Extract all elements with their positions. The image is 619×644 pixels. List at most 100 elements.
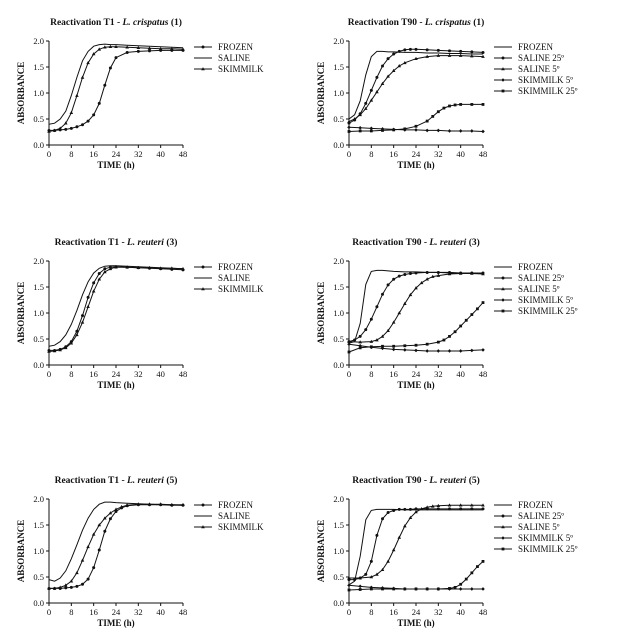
- data-point: [481, 503, 485, 507]
- y-tick-label: 1.5: [33, 520, 44, 530]
- x-tick-label: 32: [134, 607, 143, 617]
- data-point: [125, 45, 129, 49]
- data-point: [381, 344, 384, 348]
- legend-label: SALINE 5º: [518, 522, 560, 532]
- data-point: [436, 48, 440, 52]
- chart-panel-4: Reactivation T90 - L. reuteri (3) 0.0 0.5 1…: [316, 237, 578, 390]
- series-3: [347, 53, 485, 123]
- data-point: [80, 558, 85, 562]
- legend-label: SALINE 5º: [518, 284, 560, 294]
- data-point: [414, 507, 418, 511]
- data-point: [103, 270, 107, 274]
- chart-title-part: Reactivation T1 -: [55, 476, 127, 486]
- data-point: [414, 587, 418, 591]
- y-tick-label: 0.5: [333, 114, 344, 124]
- y-tick-label: 0.0: [33, 598, 44, 608]
- data-point: [125, 265, 129, 269]
- data-point: [86, 295, 90, 299]
- legend-label: SKIMMILK: [218, 522, 264, 532]
- data-point: [458, 271, 463, 275]
- data-point: [391, 68, 396, 72]
- legend-item: FROZEN: [494, 500, 554, 510]
- legend-label: SKIMMILK 25º: [518, 86, 578, 96]
- data-point: [58, 126, 62, 130]
- data-point: [380, 81, 385, 85]
- data-point: [86, 304, 90, 309]
- data-point: [464, 577, 468, 581]
- data-point: [136, 502, 141, 506]
- data-point: [481, 348, 485, 352]
- y-tick-label: 2.0: [33, 36, 44, 46]
- chart-panel-6: Reactivation T90 - L. reuteri (5) 0.0 0.5 1…: [316, 475, 578, 628]
- data-point: [386, 511, 390, 515]
- data-point: [414, 271, 418, 275]
- chart-title-species: L. reuteri: [126, 238, 164, 248]
- x-tick-label: 16: [389, 369, 398, 379]
- data-point: [125, 50, 129, 54]
- y-tick-label: 1.0: [333, 88, 344, 98]
- data-point: [52, 128, 57, 132]
- data-point: [386, 283, 390, 287]
- data-point: [470, 587, 474, 591]
- series-line: [348, 50, 483, 120]
- legend-label: FROZEN: [218, 42, 254, 52]
- series-3: [47, 265, 185, 353]
- chart-title-part: Reactivation T1 -: [55, 238, 127, 248]
- data-point: [170, 46, 174, 51]
- data-point: [347, 339, 351, 343]
- y-tick-label: 2.0: [33, 494, 44, 504]
- legend-item: SALINE: [194, 511, 250, 521]
- legend-label: FROZEN: [218, 262, 254, 272]
- data-point: [91, 52, 96, 56]
- data-point: [369, 575, 374, 579]
- data-point: [381, 129, 384, 132]
- x-tick-label: 32: [434, 607, 443, 617]
- legend-item: SKIMMILK 5º: [494, 75, 573, 85]
- series-1: [348, 508, 483, 586]
- series-line: [349, 508, 483, 581]
- series-2: [48, 501, 184, 582]
- data-point: [358, 112, 362, 117]
- legend-label: SKIMMILK 5º: [518, 75, 573, 85]
- data-point: [436, 273, 441, 277]
- data-point: [369, 88, 373, 92]
- data-point: [470, 54, 474, 58]
- data-point: [397, 64, 402, 68]
- data-point: [436, 53, 441, 57]
- chart-title: Reactivation T1 - L. reuteri (3): [55, 237, 178, 248]
- y-tick-label: 0.5: [33, 334, 44, 344]
- legend-item: SKIMMILK: [194, 284, 264, 294]
- x-tick-label: 8: [369, 607, 373, 617]
- data-point: [75, 570, 79, 575]
- data-point: [170, 266, 174, 270]
- y-tick-label: 1.0: [33, 88, 44, 98]
- data-point: [114, 265, 118, 269]
- data-point: [470, 507, 474, 511]
- data-point: [92, 281, 96, 285]
- data-point: [419, 506, 424, 511]
- series-line: [49, 503, 183, 589]
- x-tick-label: 48: [179, 369, 188, 379]
- data-point: [414, 56, 418, 60]
- data-point: [436, 340, 440, 344]
- chart-title-part: (3): [466, 237, 479, 248]
- data-point: [63, 583, 68, 587]
- legend-label: SKIMMILK: [218, 64, 264, 74]
- series-3: [347, 271, 485, 344]
- data-point: [369, 126, 374, 131]
- data-point: [501, 287, 505, 291]
- data-point: [52, 349, 57, 353]
- data-point: [47, 586, 51, 590]
- y-tick-label: 1.5: [33, 62, 44, 72]
- data-point: [108, 66, 112, 70]
- x-tick-label: 24: [112, 369, 121, 379]
- data-point: [58, 585, 62, 589]
- data-point: [425, 54, 429, 58]
- data-point: [114, 56, 118, 60]
- data-point: [459, 103, 463, 106]
- data-point: [201, 503, 205, 507]
- y-tick-label: 0.5: [333, 572, 344, 582]
- data-point: [430, 504, 435, 508]
- data-point: [347, 583, 351, 588]
- data-point: [114, 509, 118, 513]
